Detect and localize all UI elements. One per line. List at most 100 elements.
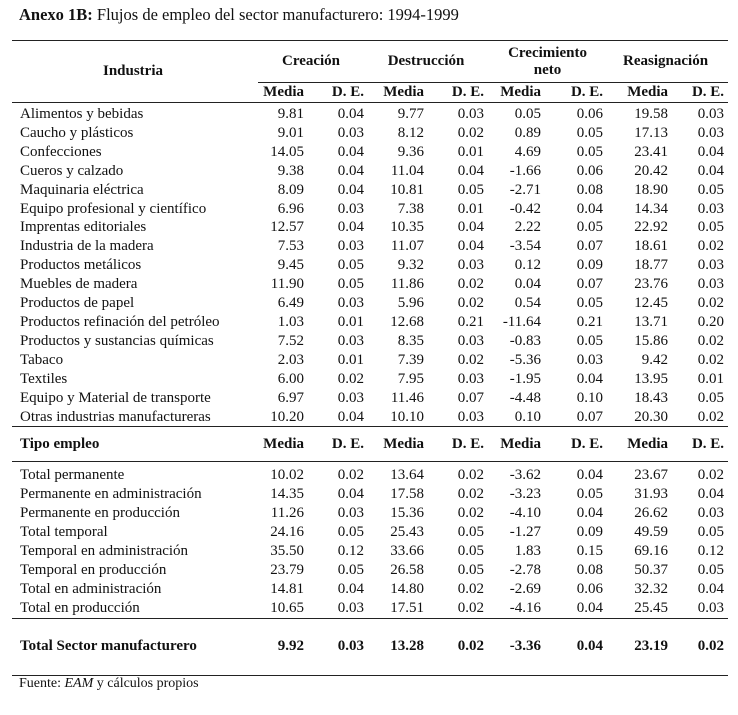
cell-media: 15.36 bbox=[390, 505, 425, 522]
cell-media: 11.26 bbox=[270, 505, 304, 522]
header-crecimiento: Crecimiento neto bbox=[488, 40, 608, 83]
table-row: Total Sector manufacturero 9.92 0.03 13.28 0… bbox=[12, 618, 729, 676]
cell-de: 0.02 bbox=[697, 351, 725, 368]
cell-de: 0.03 bbox=[697, 200, 725, 217]
cell-media: 17.58 bbox=[390, 486, 425, 503]
cell-media: 0.12 bbox=[514, 257, 542, 274]
row-label: Equipo profesional y científico bbox=[20, 200, 207, 217]
cell-de: 0.03 bbox=[337, 505, 365, 522]
cell-media: 8.35 bbox=[397, 332, 425, 349]
subheader-de: D. E. bbox=[545, 426, 608, 463]
cell-media: 10.35 bbox=[390, 219, 425, 236]
cell-de: 0.05 bbox=[457, 524, 485, 541]
row-label: Permanente en producción bbox=[20, 505, 180, 522]
cell-media: 1.83 bbox=[514, 543, 542, 560]
cell-media: -3.62 bbox=[509, 467, 542, 484]
subheader-media: Media bbox=[368, 426, 429, 463]
cell-media: 23.19 bbox=[607, 618, 673, 676]
table-row: Cueros y calzado 9.38 0.04 11.04 0.04 -1.66 0.… bbox=[12, 162, 728, 181]
cell-media: 33.66 bbox=[390, 543, 425, 560]
cell-de: 0.03 bbox=[457, 408, 485, 425]
cell-de: 0.03 bbox=[428, 101, 489, 124]
cell-de: 0.21 bbox=[457, 313, 485, 330]
cell-de: 0.04 bbox=[576, 200, 604, 217]
cell-media: 11.46 bbox=[390, 389, 425, 406]
cell-de: 0.02 bbox=[697, 295, 725, 312]
title-text: Flujos de empleo del sector manufacturer… bbox=[92, 5, 459, 24]
cell-media: 9.36 bbox=[397, 143, 425, 160]
cell-de: 0.07 bbox=[576, 276, 604, 293]
cell-media: -4.48 bbox=[509, 389, 542, 406]
cell-de: 0.02 bbox=[697, 467, 725, 484]
cell-de: 0.03 bbox=[337, 332, 365, 349]
cell-de: 0.10 bbox=[576, 389, 604, 406]
row-label: Total permanente bbox=[20, 467, 125, 484]
cell-media: 25.45 bbox=[634, 599, 669, 616]
cell-de: 0.05 bbox=[457, 543, 485, 560]
cell-media: 12.45 bbox=[634, 295, 669, 312]
cell-media: 26.58 bbox=[390, 561, 425, 578]
source-note: Fuente: EAM y cálculos propios bbox=[19, 676, 199, 692]
cell-media: 14.34 bbox=[634, 200, 669, 217]
cell-de: 0.04 bbox=[308, 101, 369, 124]
cell-media: 12.68 bbox=[390, 313, 425, 330]
header-reasignacion: Reasignación bbox=[607, 40, 729, 83]
cell-de: 0.05 bbox=[697, 561, 725, 578]
table-title: Anexo 1B: Flujos de empleo del sector ma… bbox=[19, 5, 459, 25]
cell-de: 0.04 bbox=[337, 580, 365, 597]
cell-media: 6.96 bbox=[277, 200, 304, 217]
cell-media: 7.38 bbox=[397, 200, 425, 217]
cell-media: 9.81 bbox=[258, 101, 308, 124]
cell-media: 14.81 bbox=[270, 580, 304, 597]
cell-media: -1.27 bbox=[509, 524, 542, 541]
cell-media: 11.07 bbox=[390, 238, 425, 255]
cell-media: 32.32 bbox=[634, 580, 669, 597]
cell-media: 14.35 bbox=[270, 486, 304, 503]
cell-de: 0.03 bbox=[337, 295, 365, 312]
table-row: Total en administración 14.81 0.04 14.80 0.0… bbox=[12, 580, 728, 599]
table-row: Muebles de madera 11.90 0.05 11.86 0.02 0.04 0… bbox=[12, 275, 728, 294]
cell-media: 49.59 bbox=[634, 524, 669, 541]
cell-media: -5.36 bbox=[509, 351, 542, 368]
cell-media: 11.90 bbox=[270, 276, 304, 293]
cell-media: 20.42 bbox=[634, 162, 669, 179]
cell-media: 23.67 bbox=[634, 467, 669, 484]
cell-de: 0.05 bbox=[457, 561, 485, 578]
tipo-header-row: Tipo empleo Media D. E. Media D. E. Media D. E… bbox=[12, 426, 729, 463]
cell-de: 0.09 bbox=[576, 524, 604, 541]
cell-media: 9.92 bbox=[258, 618, 308, 676]
cell-media: 9.38 bbox=[277, 162, 304, 179]
cell-de: 0.04 bbox=[697, 143, 725, 160]
cell-media: 25.43 bbox=[390, 524, 425, 541]
cell-media: 18.77 bbox=[634, 257, 669, 274]
cell-media: 35.50 bbox=[270, 543, 304, 560]
row-label: Otras industrias manufactureras bbox=[20, 408, 211, 425]
cell-media: 19.58 bbox=[607, 101, 673, 124]
cell-de: 0.01 bbox=[337, 351, 365, 368]
cell-de: 0.07 bbox=[457, 389, 485, 406]
cell-media: 7.53 bbox=[277, 238, 304, 255]
cell-de: 0.02 bbox=[337, 370, 365, 387]
table-row: Imprentas editoriales 12.57 0.04 10.35 0.04 2… bbox=[12, 218, 728, 237]
cell-media: 10.20 bbox=[270, 408, 304, 425]
cell-de: 0.05 bbox=[337, 257, 365, 274]
subheader-media: Media bbox=[488, 82, 546, 103]
cell-media: -2.69 bbox=[509, 580, 542, 597]
row-label: Cueros y calzado bbox=[20, 162, 124, 179]
cell-de: 0.20 bbox=[697, 313, 725, 330]
cell-de: 0.03 bbox=[457, 370, 485, 387]
cell-de: 0.02 bbox=[457, 505, 485, 522]
table-row: Alimentos y bebidas 9.81 0.04 9.77 0.03 0.05 0… bbox=[12, 101, 729, 124]
subheader-de: D. E. bbox=[545, 82, 608, 103]
divider bbox=[12, 617, 729, 619]
cell-media: 6.49 bbox=[277, 295, 304, 312]
cell-de: 0.05 bbox=[576, 295, 604, 312]
table-row: Total temporal 24.16 0.05 25.43 0.05 -1.27 0.0… bbox=[12, 523, 728, 542]
cell-de: 0.04 bbox=[545, 618, 608, 676]
cell-media: 7.95 bbox=[397, 370, 425, 387]
cell-de: 0.02 bbox=[457, 351, 485, 368]
cell-media: 13.95 bbox=[634, 370, 669, 387]
cell-de: 0.05 bbox=[337, 561, 365, 578]
cell-media: -0.42 bbox=[509, 200, 542, 217]
divider-line bbox=[12, 617, 729, 619]
